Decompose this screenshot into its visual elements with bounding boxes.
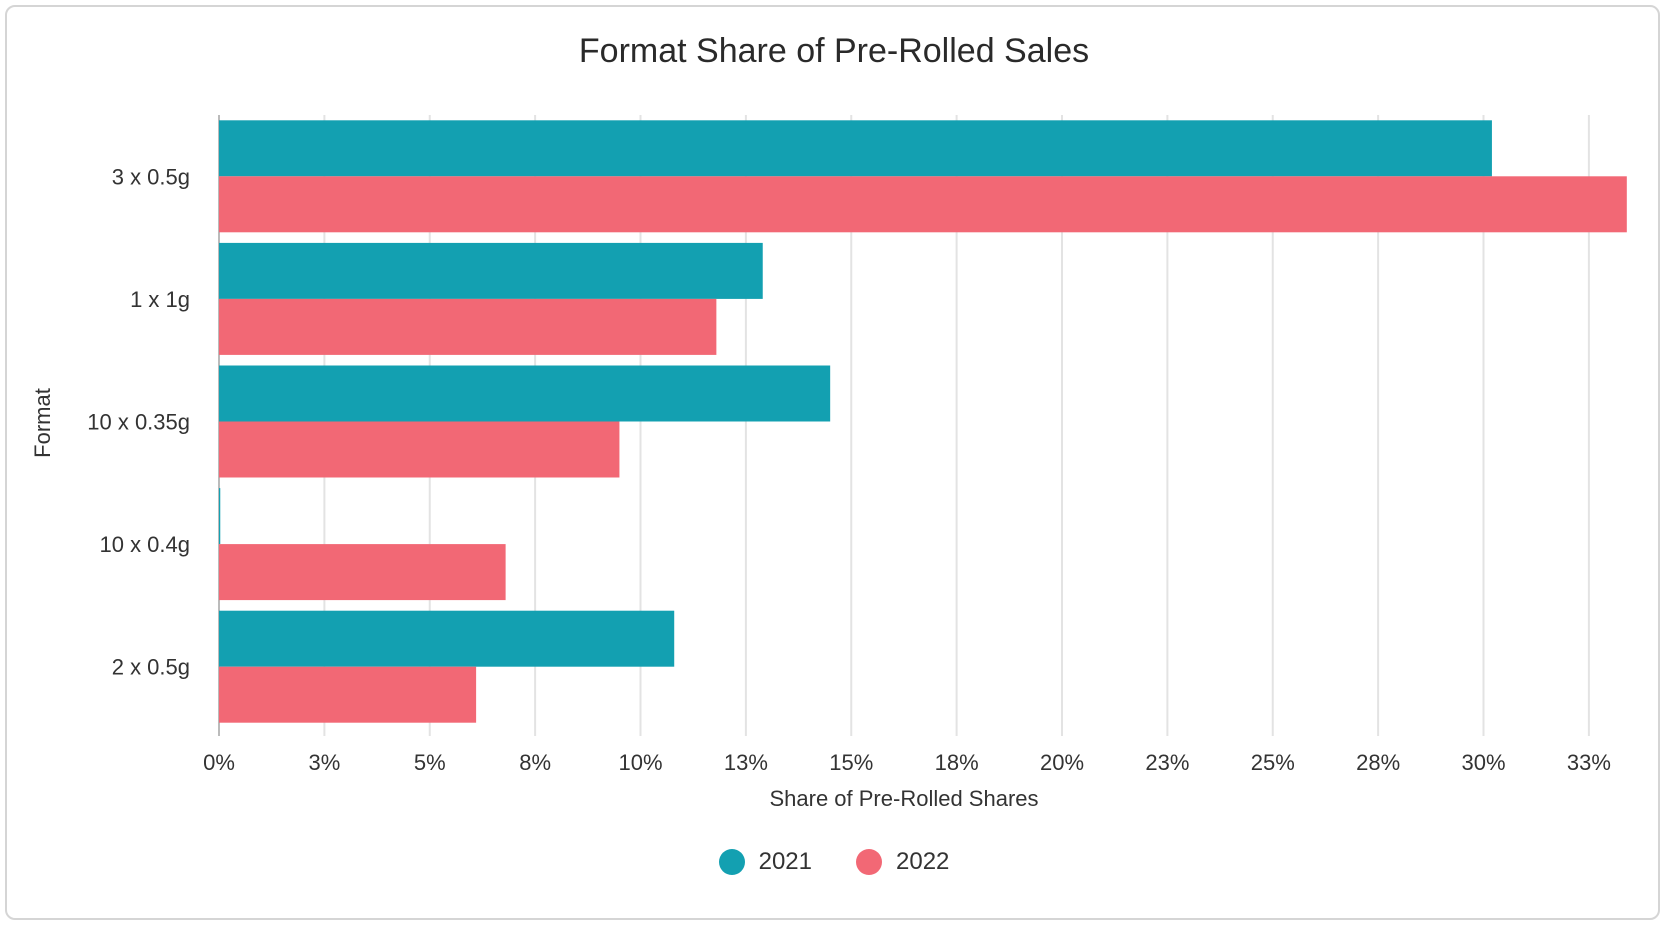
x-tick-label: 33% bbox=[1567, 750, 1611, 775]
y-tick-label: 3 x 0.5g bbox=[112, 164, 190, 189]
x-tick-label: 3% bbox=[308, 750, 340, 775]
x-tick-label: 5% bbox=[414, 750, 446, 775]
x-tick-label: 0% bbox=[203, 750, 235, 775]
x-tick-label: 15% bbox=[829, 750, 873, 775]
x-tick-label: 30% bbox=[1461, 750, 1505, 775]
bar-2022-10-x-0-4g bbox=[219, 544, 506, 601]
x-tick-label: 8% bbox=[519, 750, 551, 775]
chart-title: Format Share of Pre-Rolled Sales bbox=[578, 32, 1090, 70]
legend-label: 2022 bbox=[896, 848, 950, 875]
bar-2021-10-x-0-35g bbox=[219, 365, 831, 422]
legend-label: 2021 bbox=[758, 848, 812, 875]
x-tick-label: 23% bbox=[1145, 750, 1189, 775]
bar-2022-10-x-0-35g bbox=[219, 421, 620, 478]
chart-card bbox=[5, 5, 1660, 920]
bar-2021-3-x-0-5g bbox=[219, 120, 1492, 177]
legend-item-2021[interactable]: 2021 bbox=[718, 848, 812, 876]
legend: 2021 2022 bbox=[0, 848, 1668, 876]
bar-2022-3-x-0-5g bbox=[219, 176, 1627, 233]
bar-2021-10-x-0-4g bbox=[219, 488, 221, 545]
bar-2022-2-x-0-5g bbox=[219, 666, 477, 723]
y-tick-label: 2 x 0.5g bbox=[112, 655, 190, 680]
legend-marker-2021 bbox=[718, 849, 745, 875]
legend-item-2022[interactable]: 2022 bbox=[856, 848, 949, 876]
x-axis-label: Share of Pre-Rolled Shares bbox=[769, 786, 1039, 811]
y-tick-label: 10 x 0.35g bbox=[87, 410, 190, 435]
legend-marker-2022 bbox=[856, 849, 882, 875]
y-tick-label: 10 x 0.4g bbox=[99, 532, 190, 557]
x-tick-label: 18% bbox=[935, 750, 979, 775]
bar-2021-1-x-1g bbox=[219, 242, 763, 299]
x-tick-label: 25% bbox=[1251, 750, 1295, 775]
x-tick-label: 20% bbox=[1040, 750, 1084, 775]
bar-2022-1-x-1g bbox=[219, 298, 717, 355]
bar-2021-2-x-0-5g bbox=[219, 610, 675, 667]
x-tick-label: 10% bbox=[618, 750, 662, 775]
x-tick-label: 13% bbox=[724, 750, 768, 775]
x-tick-label: 28% bbox=[1356, 750, 1400, 775]
y-tick-label: 1 x 1g bbox=[130, 287, 190, 312]
y-axis-label: Format bbox=[30, 388, 55, 458]
